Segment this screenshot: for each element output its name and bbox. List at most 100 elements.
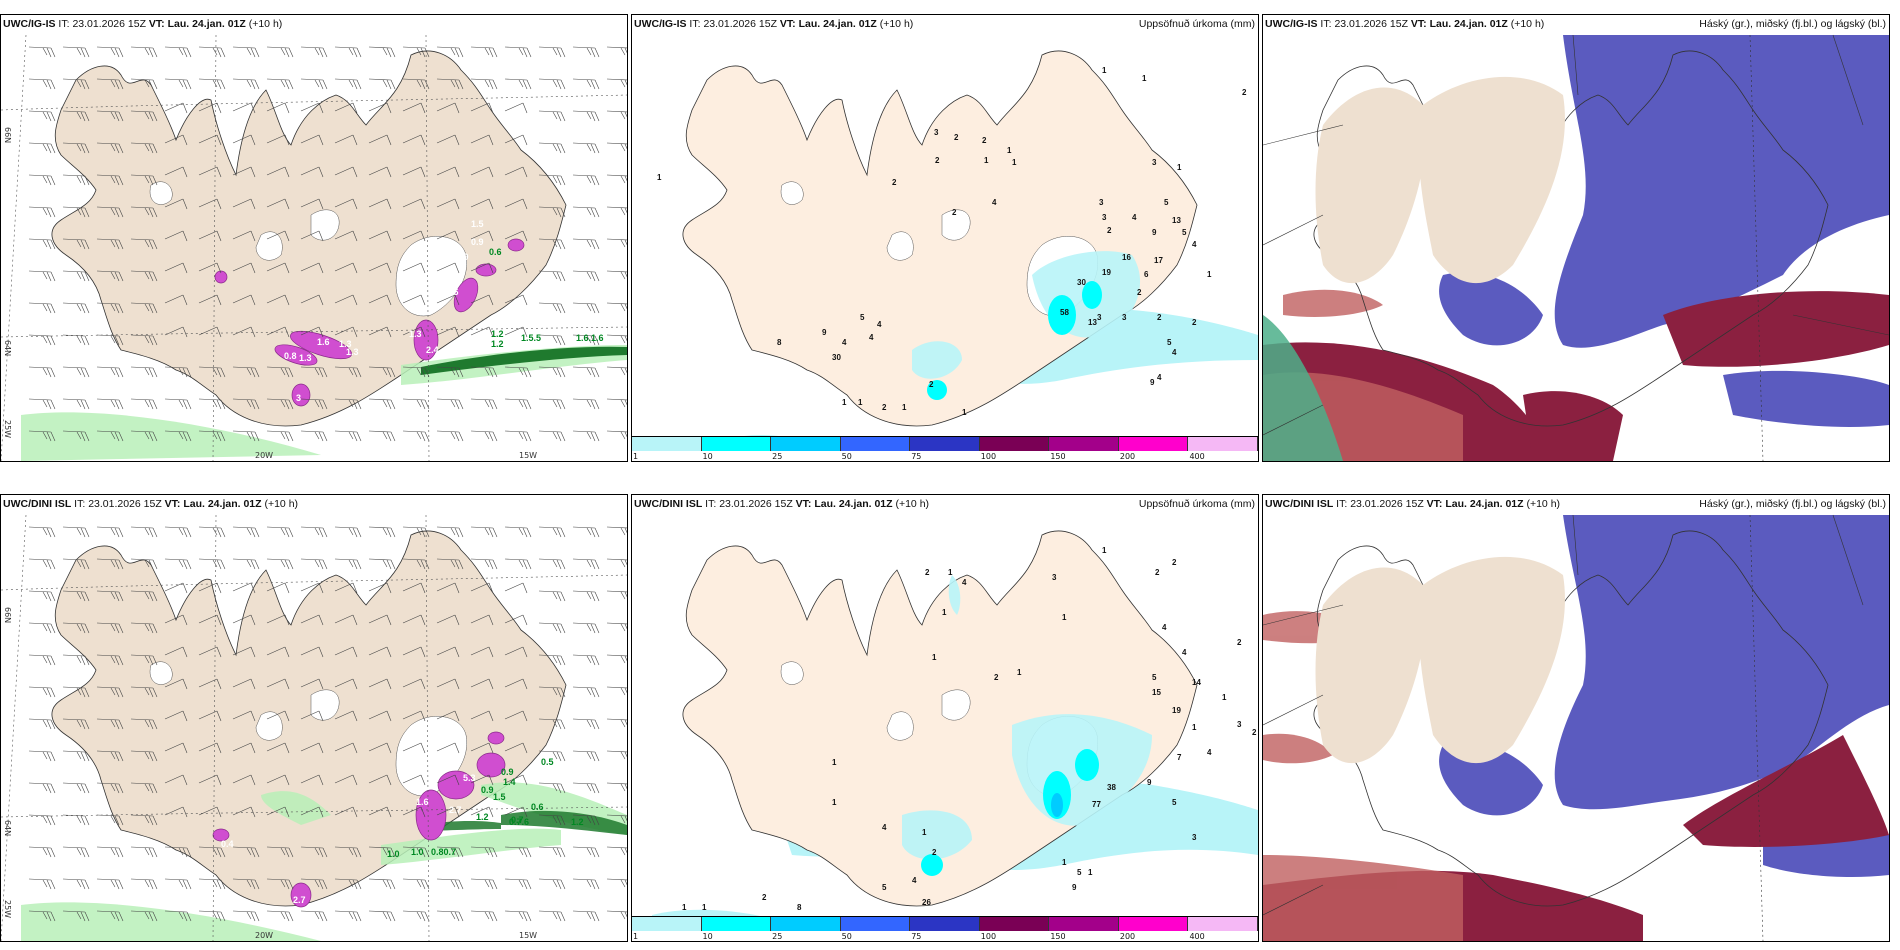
wind-barb [198, 78, 226, 90]
colorbar-tick-label: 50 [841, 452, 852, 461]
wind-barb [504, 294, 528, 306]
lead-time: (+10 h) [248, 18, 283, 30]
wind-barb [470, 230, 494, 242]
wind-barb [28, 654, 56, 666]
wind-barb [198, 558, 226, 570]
wind-barb [266, 774, 290, 786]
wind-barb [606, 302, 627, 312]
wind-barb [538, 174, 566, 186]
colorbar-tick-label: 75 [911, 932, 922, 941]
snow-amount-label: 0.9 [501, 767, 514, 777]
wind-barb [164, 230, 188, 242]
wind-barb [266, 262, 290, 274]
wind-barb [232, 166, 256, 178]
wind-barb [436, 582, 460, 594]
wind-barb [164, 326, 188, 338]
snow-amount-label: 1.2 [571, 817, 584, 827]
wind-barb [164, 134, 188, 146]
snow-amount-label: 1.5 [471, 219, 484, 229]
wind-barb [28, 78, 56, 90]
high-cloud-areas [1263, 315, 1343, 461]
wind-barb [96, 302, 124, 314]
wind-barb [504, 710, 528, 722]
colorbar-tick-label: 50 [841, 932, 852, 941]
vt-value: Lau. 24.jan. 01Z [814, 498, 893, 510]
wind-barb [300, 366, 328, 378]
wind-barb [164, 366, 192, 378]
low-cloud-areas [1439, 515, 1889, 877]
precip-value-label: 4 [869, 333, 874, 342]
wind-barb [538, 46, 566, 58]
precip-value-label: 3 [1122, 313, 1127, 322]
precip-value-label: 1 [1062, 858, 1067, 867]
wind-barb [164, 46, 192, 58]
precip-value-label: 30 [832, 353, 841, 362]
lead-time: (+10 h) [895, 498, 930, 510]
wind-barb [232, 582, 256, 594]
wind-barb [504, 102, 528, 114]
wind-barb [572, 654, 600, 666]
wind-barb [572, 558, 600, 570]
wind-barb [572, 430, 600, 442]
wind-barb [334, 78, 362, 90]
precip-value-label: 1 [657, 173, 662, 182]
wind-barb [402, 710, 426, 722]
wind-barb [334, 678, 358, 690]
wind-barb [606, 110, 627, 120]
wind-barb [96, 334, 124, 346]
snow-amount-label: 1.0 [411, 847, 424, 857]
colorbar-swatch [1118, 917, 1189, 931]
wind-barb [504, 910, 532, 922]
colorbar-swatch [771, 917, 841, 931]
wind-barb [198, 262, 222, 274]
lead-time: (+10 h) [264, 498, 299, 510]
wind-barb [198, 102, 222, 114]
wind-barb [436, 910, 464, 922]
wind-barb [62, 302, 90, 314]
wind-barb [436, 294, 460, 306]
precip-value-label: 2 [762, 893, 767, 902]
panel-header: UWC/IG-IS IT: 23.01.2026 15Z VT: Lau. 24… [634, 18, 913, 30]
wind-barb [266, 910, 294, 922]
precip-value-label: 58 [1060, 308, 1069, 317]
wind-barb [436, 262, 460, 274]
wind-barb [504, 166, 528, 178]
precip-value-label: 4 [842, 338, 847, 347]
wind-barb [300, 326, 324, 338]
wind-barb [606, 590, 627, 600]
wind-barb [402, 166, 426, 178]
wind-barb [504, 806, 528, 818]
wind-barb [198, 398, 226, 410]
model-name: UWC/DINI ISL [1265, 498, 1334, 510]
wind-barb [538, 302, 566, 314]
wind-barb [198, 582, 222, 594]
wind-barb [402, 582, 426, 594]
wind-barb [538, 334, 566, 346]
wind-barb [572, 110, 600, 122]
precip-value-label: 4 [1162, 623, 1167, 632]
precip-value-label: 1 [702, 903, 707, 912]
wind-barb [130, 430, 158, 442]
precip-value-label: 1 [902, 403, 907, 412]
wind-barb [368, 230, 392, 242]
wind-barb [164, 678, 188, 690]
wind-barb [300, 398, 328, 410]
snow-amount-label: 0.80.7 [431, 847, 456, 857]
wind-barb [28, 430, 56, 442]
wind-barb [470, 558, 498, 570]
vt-label: VT: [795, 498, 812, 510]
wind-barb [368, 366, 396, 378]
wind-barb [62, 174, 90, 186]
wind-barb [470, 614, 494, 626]
wind-barb [232, 102, 256, 114]
wind-barb [436, 198, 460, 210]
precip-value-label: 4 [877, 320, 882, 329]
wind-barb [300, 774, 324, 786]
wind-barb [606, 206, 627, 216]
vt-label: VT: [1426, 498, 1443, 510]
wind-barb [368, 558, 396, 570]
snow-amount-label: 0.9 [481, 785, 494, 795]
wind-barb [402, 326, 426, 338]
precip-value-label: 2 [1192, 318, 1197, 327]
